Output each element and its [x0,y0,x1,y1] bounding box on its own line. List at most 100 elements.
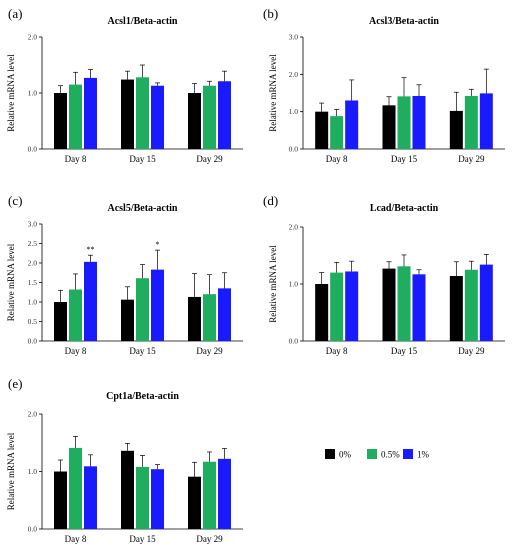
bar [121,299,134,341]
chart-title: Cpt1a/Beta-actin [106,391,179,402]
chart-title: Lcad/Beta-actin [370,203,439,214]
x-tick-label: Day 29 [458,346,485,356]
chart-panel: (a) Acsl1/Beta-actin 0.0 1.0 2.0 Relative mRN… [6,6,243,164]
chart-panel: (b) Acsl3/Beta-actin 0.0 1.0 2.0 3.0 Relative … [263,6,505,164]
y-tick-label: 1.0 [28,298,38,307]
y-tick-label: 3.0 [28,220,38,229]
panel-letter: (d) [263,193,278,208]
bar [382,105,396,149]
bar [151,269,164,341]
bar [330,272,344,341]
legend-label: 0.5% [381,450,400,460]
panel-letter: (a) [8,6,22,21]
bar [121,450,134,529]
bar [382,268,396,341]
y-tick-label: 1.0 [28,89,38,98]
y-tick-label: 3.0 [289,33,299,42]
y-axis-label: Relative mRNA level [6,243,16,321]
chart-title: Acsl1/Beta-actin [108,16,178,27]
bar [188,93,201,149]
y-tick-label: 1.0 [289,280,299,289]
panel-letter: (e) [8,376,22,391]
bar [330,116,344,149]
y-tick-label: 0.0 [28,525,38,534]
y-tick-label: 2.0 [28,259,38,268]
y-axis-label: Relative mRNA level [268,245,278,323]
y-tick-label: 0.5 [28,317,38,326]
bar [188,296,201,341]
y-tick-label: 2.5 [28,239,38,248]
x-tick-label: Day 29 [196,346,223,356]
x-tick-label: Day 29 [196,154,223,164]
bar [315,111,329,149]
bar [412,274,426,341]
x-tick-label: Day 15 [129,154,156,164]
legend-swatch [325,449,335,459]
y-axis-label: Relative mRNA level [6,432,16,510]
bar [54,471,67,529]
bar [203,294,216,341]
x-tick-label: Day 15 [391,346,418,356]
bar [151,85,164,149]
x-tick-label: Day 15 [129,534,156,544]
legend-swatch [367,449,377,459]
y-axis-label: Relative mRNA level [6,54,16,132]
significance-label: * [156,240,160,249]
y-tick-label: 2.0 [28,410,38,419]
bar [69,84,82,149]
legend-label: 0% [339,450,352,460]
y-tick-label: 1.5 [28,278,38,287]
x-tick-label: Day 29 [458,154,485,164]
bar [54,302,67,341]
chart-title: Acsl5/Beta-actin [108,203,178,214]
bar [412,95,426,149]
legend-swatch [403,449,413,459]
x-tick-label: Day 8 [65,346,87,356]
x-tick-label: Day 15 [129,346,156,356]
bar [479,93,493,149]
bar [203,85,216,149]
bar [345,271,359,341]
y-tick-label: 0.0 [28,145,38,154]
bar [54,93,67,149]
y-tick-label: 0.0 [289,337,299,346]
bar [84,261,97,341]
bar [84,466,97,529]
bar [84,77,97,149]
chart-panel: (c) Acsl5/Beta-actin 0.0 0.5 1.0 1.5 2.0 2.5 3.0… [6,193,243,356]
bar [397,96,411,149]
y-tick-label: 2.0 [289,223,299,232]
chart-panel: (d) Lcad/Beta-actin 0.0 1.0 2.0 Relative mRNA… [263,193,505,356]
x-tick-label: Day 8 [326,154,348,164]
bar [449,276,463,341]
y-tick-label: 1.0 [28,467,38,476]
bar [218,458,231,529]
bar [218,81,231,149]
bar [69,447,82,529]
y-tick-label: 1.0 [289,107,299,116]
bar [464,95,478,149]
legend-label: 1% [417,450,430,460]
x-tick-label: Day 8 [65,154,87,164]
chart-panel: (e) Cpt1a/Beta-actin 0.0 1.0 2.0 Relative mRN… [6,376,243,544]
significance-label: ** [87,245,95,254]
panel-letter: (b) [263,6,278,21]
x-tick-label: Day 8 [326,346,348,356]
bar [479,264,493,341]
y-tick-label: 2.0 [289,70,299,79]
bar [121,79,134,149]
bar [151,469,164,529]
y-tick-label: 0.0 [28,337,38,346]
bar [136,278,149,341]
y-axis-label: Relative mRNA level [268,54,278,132]
x-tick-label: Day 8 [65,534,87,544]
bar [345,100,359,149]
legend: 0% 0.5% 1% [325,449,430,460]
bar [188,476,201,529]
bar [315,284,329,341]
bar [136,77,149,149]
bar [203,461,216,529]
bar [464,269,478,341]
y-tick-label: 0.0 [289,145,299,154]
chart-title: Acsl3/Beta-actin [369,16,439,27]
